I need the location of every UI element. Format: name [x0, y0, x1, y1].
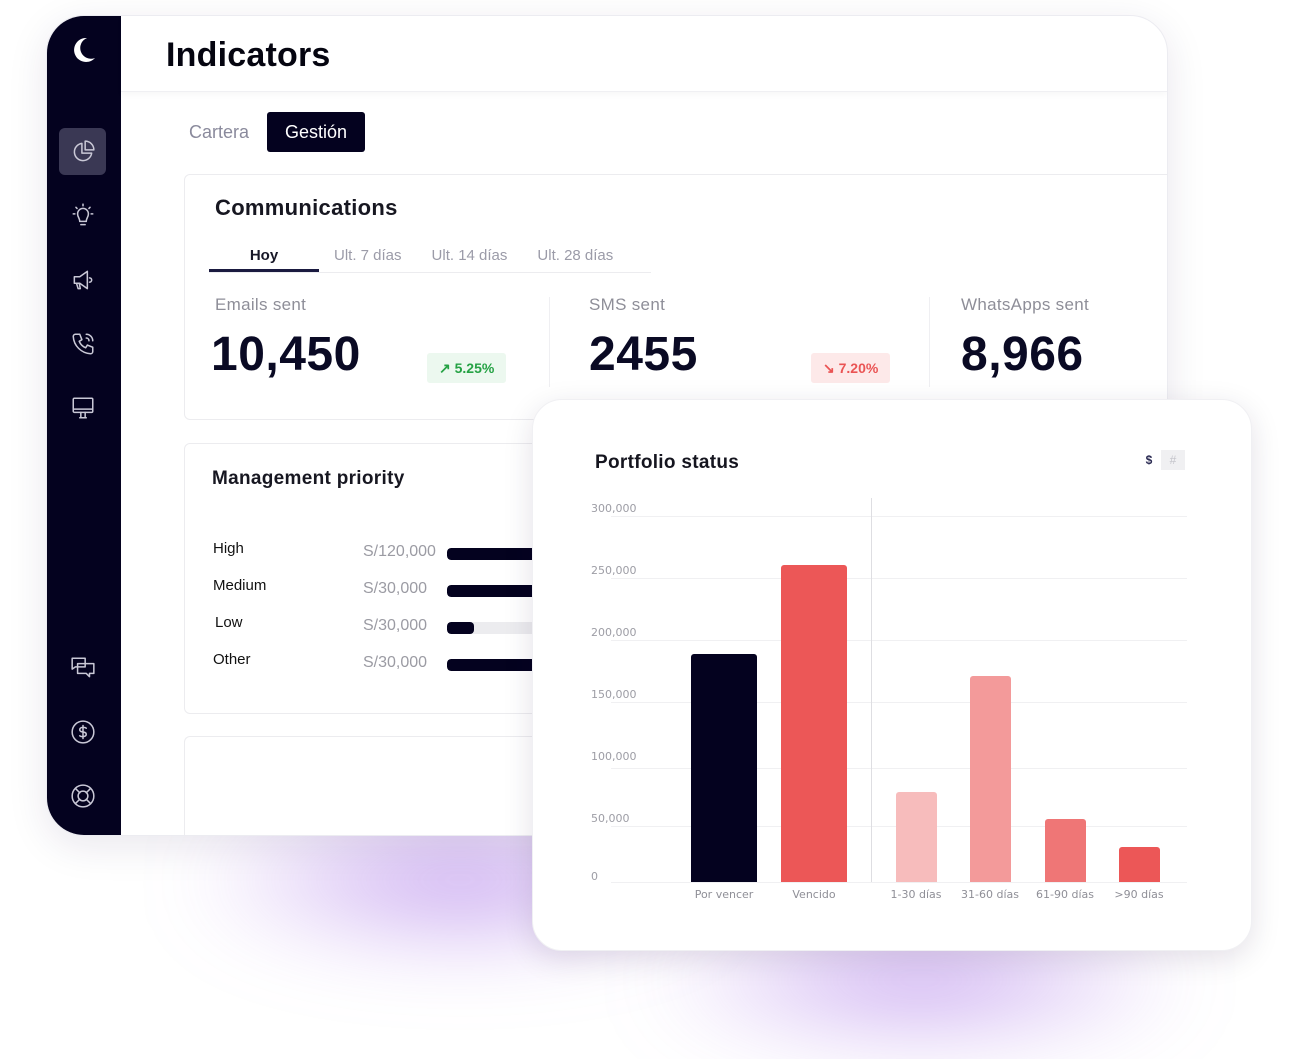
y-tick: 100,000 — [591, 750, 637, 763]
tab-cartera[interactable]: Cartera — [189, 122, 250, 142]
chart-title: Portfolio status — [595, 452, 740, 473]
grid-line — [611, 702, 1187, 703]
x-label: Por vencer — [694, 888, 754, 901]
tab-7-days[interactable]: Ult. 7 días — [334, 247, 402, 264]
toggle-count[interactable]: # — [1161, 450, 1185, 470]
change-value: 5.25% — [454, 360, 495, 376]
stat-whatsapp: WhatsApps sent 8,966 — [961, 295, 1089, 382]
megaphone-icon — [73, 270, 92, 289]
stat-label: WhatsApps sent — [961, 295, 1089, 314]
priority-label: Low — [215, 614, 243, 631]
lightbulb-icon — [71, 202, 94, 225]
sidebar-item-payments[interactable] — [59, 708, 106, 755]
bar-por-vencer[interactable] — [691, 654, 757, 882]
bar-vencido[interactable] — [781, 565, 847, 882]
priority-label: Other — [213, 651, 251, 668]
sidebar-item-messages[interactable] — [59, 644, 106, 691]
stat-sms: SMS sent 2455 — [589, 295, 698, 382]
arrow-up-right-icon: ↗ — [439, 360, 451, 376]
bar-61-90-dias[interactable] — [1045, 819, 1086, 882]
stat-value: 8,966 — [961, 328, 1084, 381]
divider — [929, 297, 930, 387]
y-tick: 50,000 — [591, 812, 630, 825]
change-badge-down: ↘ 7.20% — [811, 353, 891, 383]
communications-card: Communications Hoy Ult. 7 días Ult. 14 d… — [184, 174, 1167, 420]
chat-bubbles-icon — [70, 656, 95, 677]
tab-hoy[interactable]: Hoy — [209, 243, 319, 272]
stat-value: 10,450 — [211, 328, 361, 381]
priority-amount: S/120,000 — [363, 543, 436, 560]
x-label: 1-30 días — [890, 888, 942, 901]
priority-amount: S/30,000 — [363, 580, 428, 597]
stat-emails: Emails sent 10,450 — [211, 295, 361, 382]
sidebar-item-support[interactable] — [59, 772, 106, 819]
card-title: Management priority — [212, 468, 405, 489]
bar-chart: 300,000 250,000 200,000 150,000 100,000 … — [589, 498, 1187, 901]
lifebuoy-icon — [70, 783, 95, 808]
sidebar — [47, 16, 121, 835]
phone-call-icon — [71, 332, 94, 355]
dollar-circle-icon — [70, 719, 95, 744]
y-tick: 0 — [591, 870, 598, 883]
period-tabs: Hoy Ult. 7 días Ult. 14 días Ult. 28 día… — [209, 243, 651, 273]
sidebar-item-indicators[interactable] — [59, 128, 106, 175]
stat-label: Emails sent — [215, 295, 307, 314]
stat-value: 2455 — [589, 328, 698, 381]
divider — [549, 297, 550, 387]
change-value: 7.20% — [838, 360, 879, 376]
x-label: 61-90 días — [1036, 888, 1094, 901]
change-badge-up: ↗ 5.25% — [427, 353, 507, 383]
grid-line — [611, 578, 1187, 579]
portfolio-status-card: Portfolio status $ # 300,000 250,000 200… — [532, 399, 1252, 951]
sidebar-item-monitor[interactable] — [59, 384, 106, 431]
category-separator — [871, 498, 872, 882]
page-header: Indicators — [121, 16, 1167, 92]
toggle-amount[interactable]: $ — [1137, 450, 1161, 470]
x-label: Vencido — [792, 888, 836, 901]
page-title: Indicators — [166, 36, 331, 74]
segment-tabs: Cartera Gestión — [171, 112, 366, 152]
tab-28-days[interactable]: Ult. 28 días — [537, 247, 614, 264]
tab-gestion[interactable]: Gestión — [267, 112, 366, 152]
priority-amount: S/30,000 — [363, 654, 428, 671]
y-tick: 250,000 — [591, 564, 637, 577]
stat-label: SMS sent — [589, 295, 666, 314]
tab-14-days[interactable]: Ult. 14 días — [431, 247, 508, 264]
priority-amount: S/30,000 — [363, 617, 428, 634]
bar-1-30-dias[interactable] — [896, 792, 937, 882]
card-title: Communications — [215, 195, 398, 220]
bar-31-60-dias[interactable] — [970, 676, 1011, 882]
x-label: >90 días — [1114, 888, 1164, 901]
arrow-down-right-icon: ↘ — [823, 360, 835, 376]
priority-label: High — [213, 540, 244, 557]
pie-chart-icon — [73, 139, 95, 161]
grid-line — [611, 768, 1187, 769]
sidebar-item-calls[interactable] — [59, 320, 106, 367]
y-tick: 300,000 — [591, 502, 637, 515]
y-tick: 150,000 — [591, 688, 637, 701]
sidebar-item-campaigns[interactable] — [59, 256, 106, 303]
sidebar-item-insights[interactable] — [59, 192, 106, 239]
grid-line — [611, 516, 1187, 517]
moon-logo-icon — [74, 37, 95, 62]
y-tick: 200,000 — [591, 626, 637, 639]
grid-line — [611, 640, 1187, 641]
currency-count-toggle: $ # — [1137, 450, 1185, 470]
grid-line — [611, 882, 1187, 883]
x-label: 31-60 días — [961, 888, 1019, 901]
monitor-icon — [71, 396, 94, 419]
bar-90-plus-dias[interactable] — [1119, 847, 1160, 882]
priority-label: Medium — [213, 577, 267, 594]
priority-bar-fill — [447, 622, 474, 634]
